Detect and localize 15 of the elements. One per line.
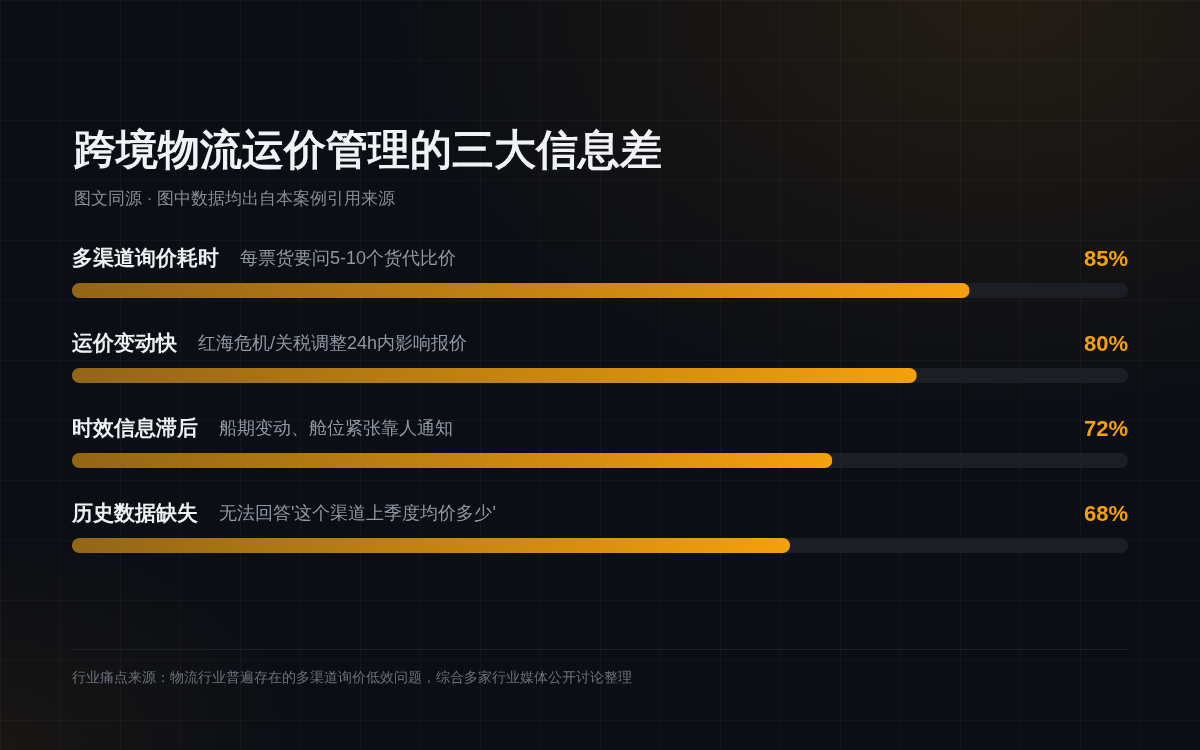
y-tick-label: 时效信息滞后 [72, 415, 198, 439]
y-tick-label: 历史数据缺失 [71, 500, 198, 524]
chart-title: 跨境物流运价管理的三大信息差 [73, 125, 662, 173]
data-label: 68% [1083, 500, 1128, 526]
chart-subtitle: 图文同源 · 图中数据均出自本案例引用来源 [74, 188, 396, 208]
annotation: 每票货要问5-10个货代比价 [240, 247, 457, 268]
data-label: 85% [1083, 245, 1128, 271]
data-label: 80% [1083, 330, 1128, 356]
annotation: 无法回答'这个渠道上季度均价多少' [219, 502, 496, 523]
y-tick-label: 运价变动快 [71, 330, 178, 354]
y-tick-label: 多渠道询价耗时 [72, 245, 219, 269]
annotation: 船期变动、舱位紧张靠人通知 [219, 417, 453, 438]
data-label: 72% [1083, 415, 1128, 441]
text: 行业痛点来源：物流行业普遍存在的多渠道询价低效问题，综合多家行业媒体公开讨论整理 [72, 650, 1128, 687]
annotation: 红海危机/关税调整24h内影响报价 [198, 332, 468, 353]
